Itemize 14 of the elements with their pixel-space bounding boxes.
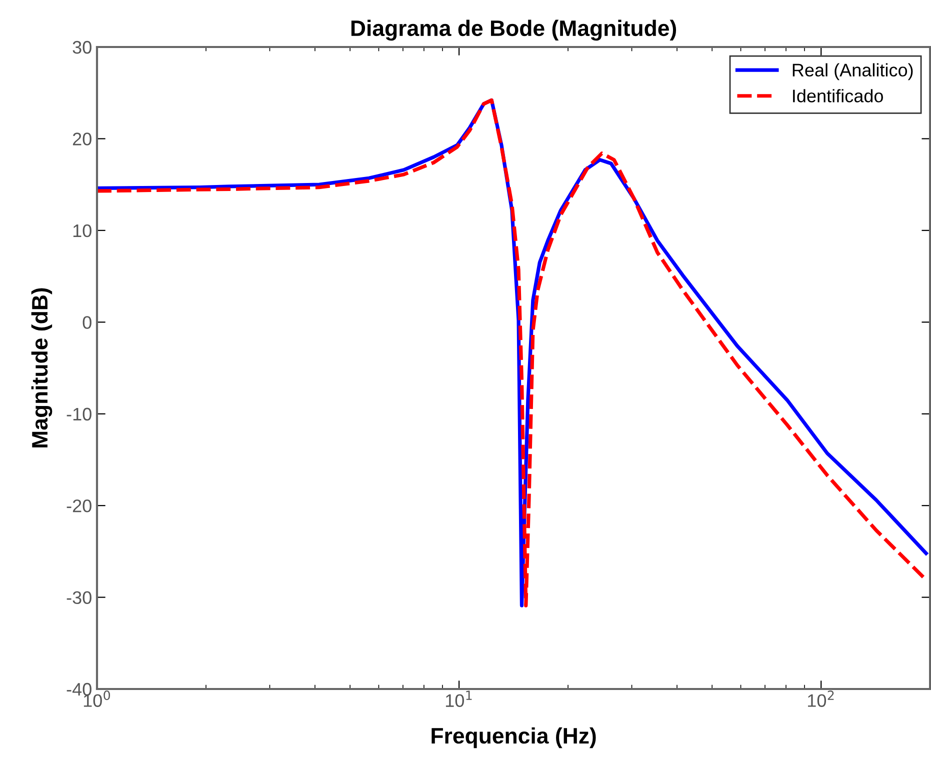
x-tick-label: 10$^{2}$	[808, 690, 834, 707]
legend-label: Identificado	[793, 89, 883, 102]
y-axis-title: Magnitude (dB)	[31, 288, 52, 448]
legend-label: Real (Analitico)	[792, 63, 913, 80]
y-tick-label: 0	[82, 316, 92, 329]
y-tick-label: -30	[66, 591, 92, 604]
y-tick-label: 20	[72, 132, 92, 146]
chart-title: Diagrama de Bode (Magnitude)	[351, 20, 676, 41]
y-tick-label: 10	[73, 224, 92, 238]
y-tick-label: 30	[72, 40, 92, 54]
x-axis-title: Frequencia (Hz)	[432, 727, 596, 748]
y-tick-label: -10	[66, 408, 92, 421]
x-tick-label: 10$^{1}$	[446, 690, 472, 707]
y-tick-label: -20	[66, 500, 92, 512]
